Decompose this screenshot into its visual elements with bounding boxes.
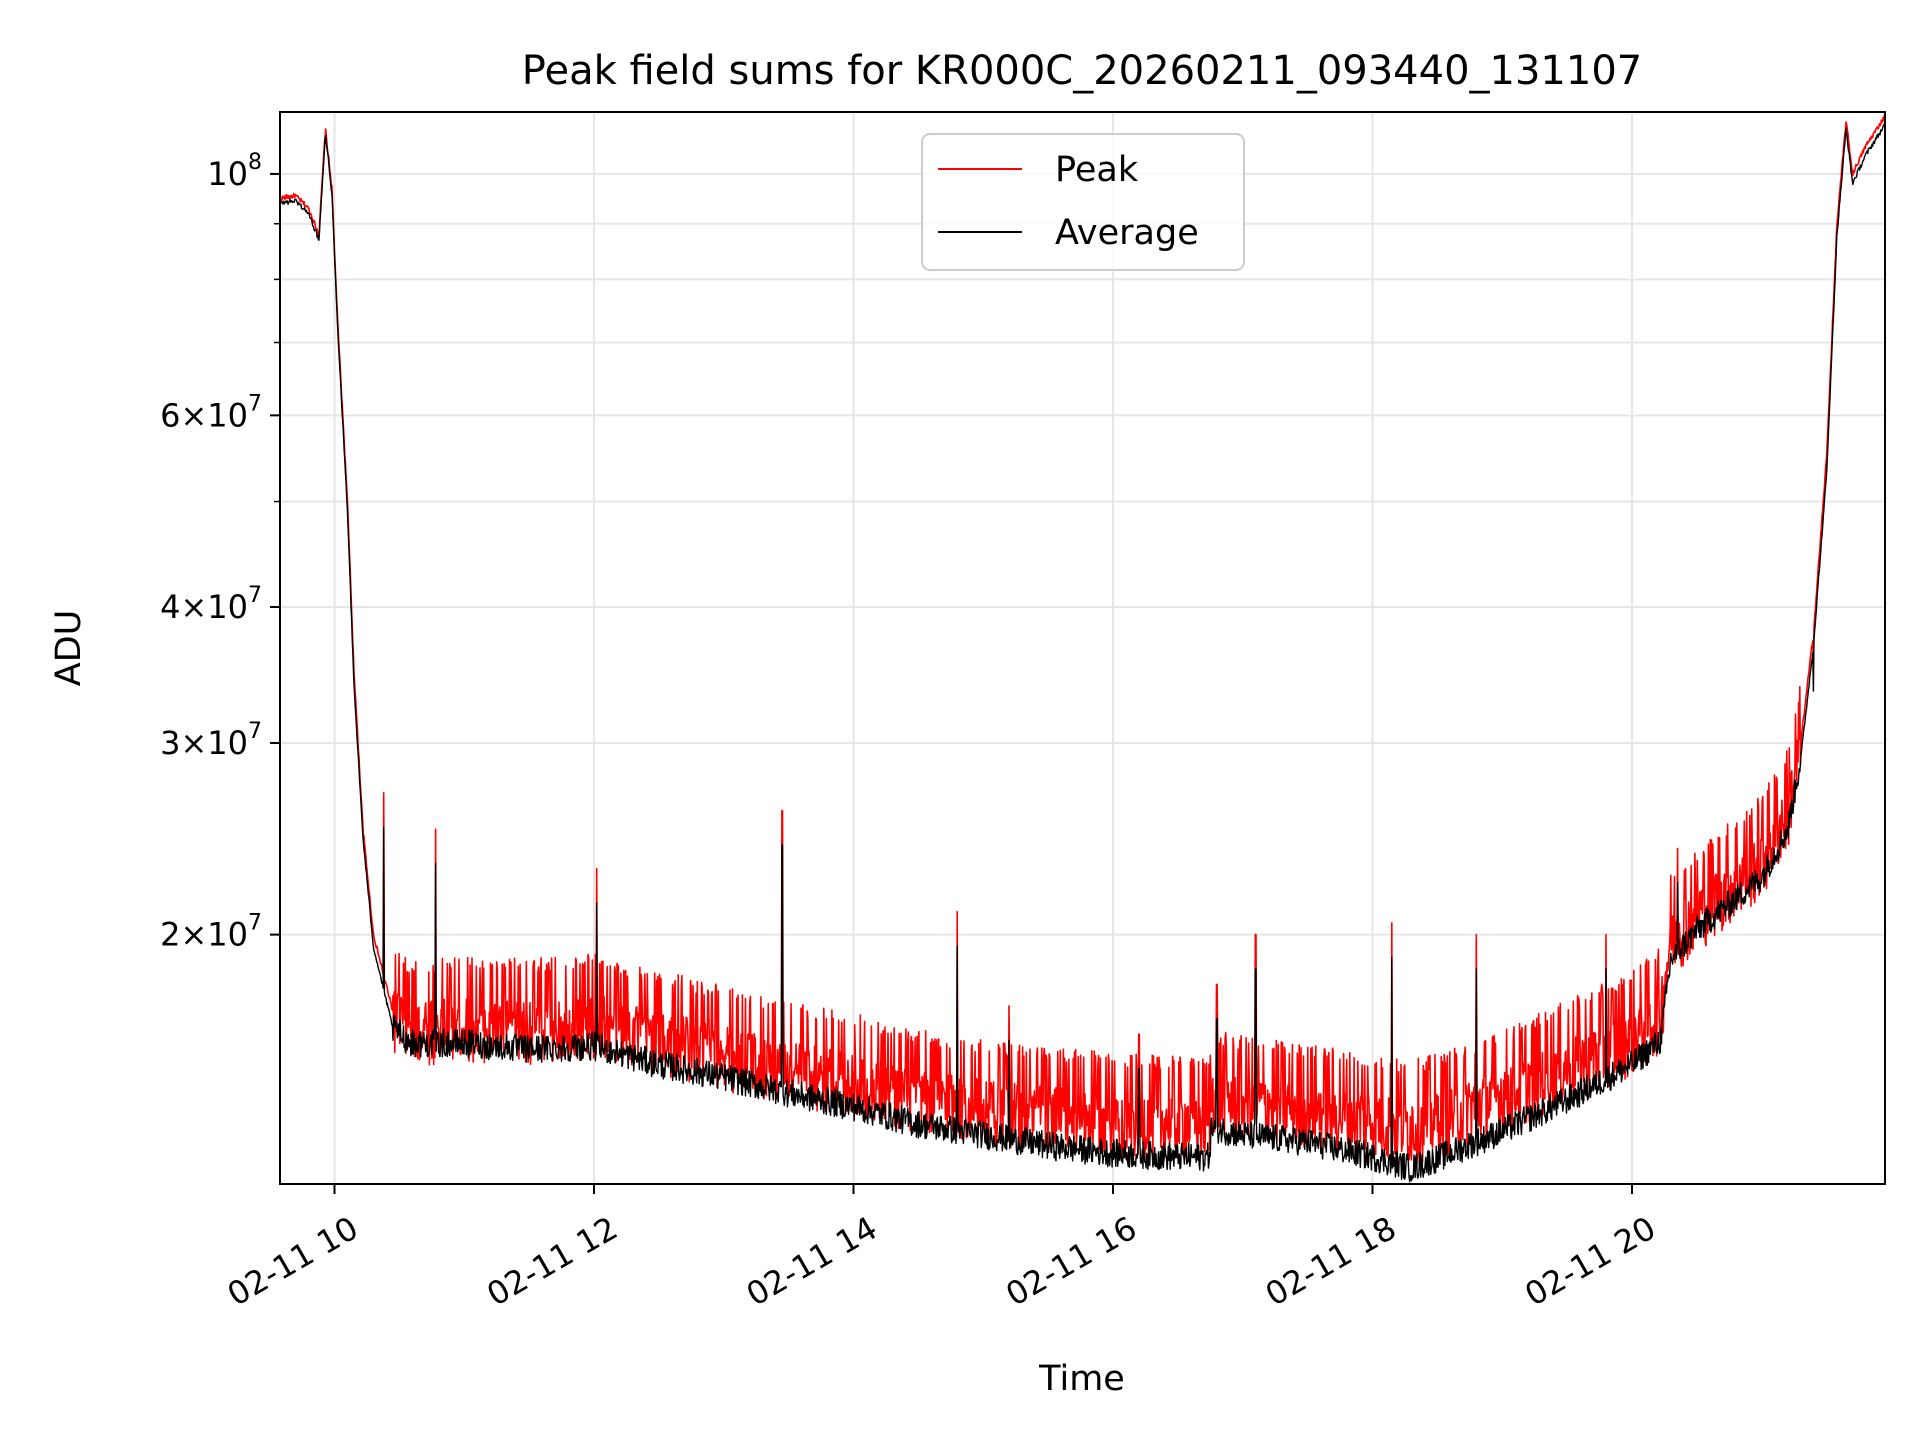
legend-average-label: Average xyxy=(1055,213,1199,253)
series-line-average xyxy=(280,122,1885,1183)
y-tick-label: 3×107 xyxy=(160,719,262,762)
y-tick-label: 2×107 xyxy=(160,911,262,954)
series-layer xyxy=(280,114,1885,1183)
chart-title: Peak field sums for KR000C_20260211_0934… xyxy=(522,48,1642,94)
legend-peak-label: Peak xyxy=(1055,150,1139,190)
x-axis-label: Time xyxy=(1038,1359,1125,1399)
y-tick-exponent: 7 xyxy=(248,911,262,936)
y-tick-exponent: 7 xyxy=(248,583,262,608)
y-tick-exponent: 7 xyxy=(248,391,262,416)
y-tick-exponent: 8 xyxy=(248,150,262,175)
series-line-peak xyxy=(280,114,1885,1165)
legend: Peak Average xyxy=(921,133,1245,271)
plot-frame xyxy=(279,111,1886,1185)
y-tick-label: 4×107 xyxy=(160,583,262,626)
y-tick-label: 6×107 xyxy=(160,391,262,434)
y-tick-exponent: 7 xyxy=(248,719,262,744)
y-axis-label: ADU xyxy=(49,610,89,687)
